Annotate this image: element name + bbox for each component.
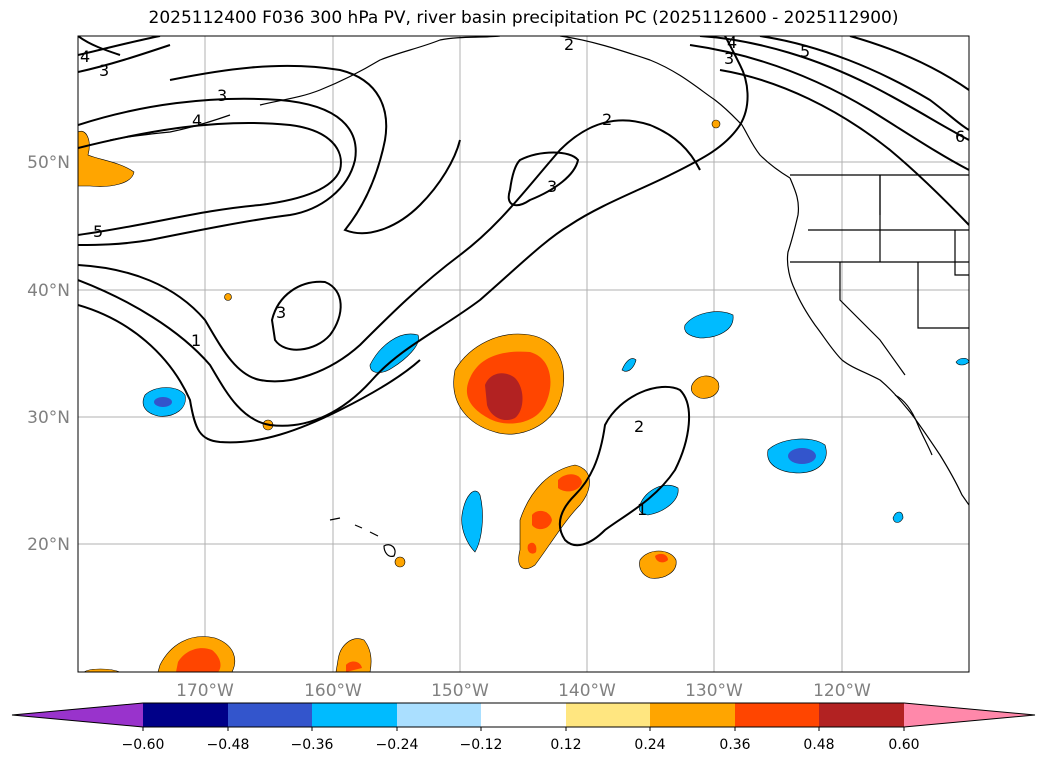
contour-label: 3	[276, 303, 286, 322]
pv-contour-1-subtropical	[78, 304, 421, 444]
colorbar-segment	[481, 703, 566, 727]
colorbar-max-extension	[904, 703, 1035, 727]
contour-label: 2	[564, 35, 574, 54]
colorbar-segment	[312, 703, 397, 727]
lat-label: 20°N	[27, 535, 70, 555]
neg-blob-5	[684, 311, 734, 339]
coastlines	[109, 36, 969, 557]
colorbar-segment	[650, 703, 735, 727]
lat-label: 40°N	[27, 281, 70, 301]
neg-blob-4	[638, 484, 679, 516]
negative-precip-areas	[142, 311, 969, 553]
lon-label: 120°W	[813, 681, 871, 701]
lon-label: 170°W	[176, 681, 234, 701]
map-title: 2025112400 F036 300 hPa PV, river basin …	[148, 8, 899, 28]
colorbar-segment	[735, 703, 819, 727]
colorbar-tick-label: 0.12	[550, 737, 581, 753]
lat-label: 30°N	[27, 408, 70, 428]
contour-label: 2	[602, 110, 612, 129]
contour-label: 3	[724, 49, 734, 68]
contour-label: 4	[727, 33, 737, 52]
colorbar: −0.60 −0.48 −0.36 −0.24 −0.12 0.12 0.24 …	[11, 702, 1036, 753]
colorbar-tick-label: −0.60	[122, 737, 165, 753]
precip-blob-west	[78, 130, 135, 187]
colorbar-min-extension	[12, 703, 143, 727]
contour-label: 3	[217, 86, 227, 105]
colorbar-segment	[819, 703, 904, 727]
colorbar-segment	[228, 703, 312, 727]
lon-label: 140°W	[558, 681, 616, 701]
longitude-labels: 170°W 160°W 150°W 140°W 130°W 120°W	[176, 681, 871, 701]
colorbar-segment	[143, 703, 228, 727]
bc-alaska-panhandle-coast	[559, 36, 791, 179]
contour-label: 3	[547, 177, 557, 196]
pv-contours	[78, 36, 969, 547]
colorbar-tick-label: 0.36	[719, 737, 750, 753]
colorbar-tick-label: −0.24	[376, 737, 419, 753]
contour-label: 5	[800, 42, 810, 61]
contour-label: 5	[93, 222, 103, 241]
alaska-coastline	[259, 36, 501, 106]
contour-labels: 4 3 2 4 3 5 3 4 2 3 5 6 3 1 2 1	[80, 33, 965, 519]
contour-label: 4	[192, 111, 202, 130]
precip-blob-south-2	[335, 638, 372, 672]
pv-contour-2-loop	[558, 385, 691, 547]
colorbar-tick-label: 0.60	[888, 737, 919, 753]
colorbar-segment	[566, 703, 650, 727]
contour-label: 3	[99, 61, 109, 80]
colorbar-tick-label: −0.48	[207, 737, 250, 753]
colorbar-tick-label: −0.12	[460, 737, 503, 753]
west-coast-coastline	[786, 177, 969, 506]
precip-blob-small-1	[690, 375, 720, 399]
contour-label: 1	[637, 500, 647, 519]
lon-label: 150°W	[431, 681, 489, 701]
contour-label: 2	[634, 417, 644, 436]
pv-contour-2-main	[78, 36, 749, 427]
plot-frame	[77, 35, 970, 673]
colorbar-ticks	[142, 727, 905, 731]
contour-label: 4	[80, 47, 90, 66]
latitude-labels: 50°N 40°N 30°N 20°N	[27, 153, 70, 555]
contour-label: 6	[955, 127, 965, 146]
colorbar-segment	[397, 703, 481, 727]
colorbar-tick-label: −0.36	[291, 737, 334, 753]
lat-label: 50°N	[27, 153, 70, 173]
colorbar-tick-label: 0.24	[634, 737, 665, 753]
contour-label: 1	[191, 331, 201, 350]
lon-label: 130°W	[685, 681, 743, 701]
hawaii-islands	[329, 517, 396, 557]
pv-contour-3-lowring	[270, 280, 342, 351]
pv-contour-3-ring	[507, 151, 580, 207]
pv-contour-polar-1	[169, 64, 461, 235]
neg-blob-3	[461, 490, 483, 553]
lon-label: 160°W	[304, 681, 362, 701]
colorbar-tick-label: 0.48	[803, 737, 834, 753]
positive-precip-areas	[78, 119, 721, 672]
